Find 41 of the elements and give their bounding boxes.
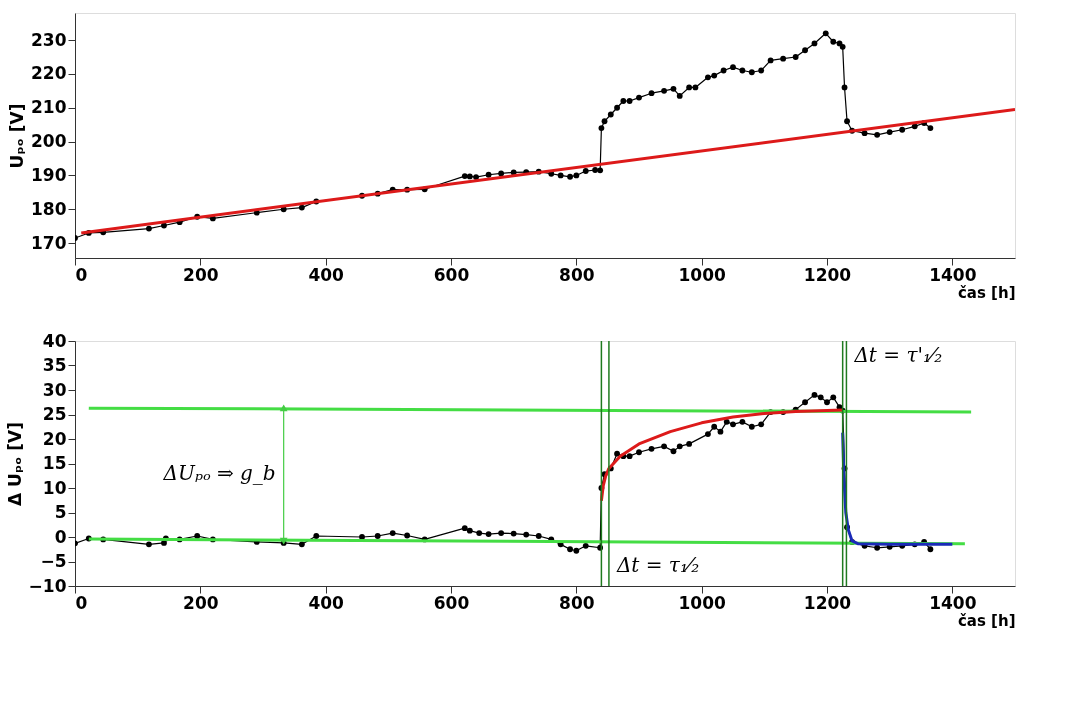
- x-axis-title: čas [h]: [957, 611, 1016, 630]
- y-tick-label: 40: [42, 330, 67, 351]
- y-tick-label: 210: [31, 97, 67, 118]
- x-tick-label: 1400: [929, 592, 977, 613]
- x-tick-label: 1400: [929, 264, 977, 285]
- x-tick-label: 800: [559, 592, 595, 613]
- y-tick-label: 5: [54, 502, 67, 522]
- y-tick-label: −5: [40, 551, 67, 571]
- x-tick-label: 400: [308, 592, 345, 613]
- annotation: Δt = τ'₁⁄₂: [853, 342, 943, 367]
- y-tick-label: 190: [31, 164, 67, 185]
- y-tick-label: 230: [31, 29, 67, 50]
- x-tick-label: 1000: [678, 264, 726, 285]
- x-tick-label: 800: [559, 264, 595, 285]
- x-tick-label: 600: [433, 592, 470, 613]
- y-tick-label: 180: [31, 198, 67, 219]
- y-tick-label: 35: [42, 355, 67, 375]
- x-tick-label: 200: [183, 592, 219, 613]
- x-tick-label: 1200: [803, 264, 852, 285]
- x-tick-label: 600: [433, 264, 470, 285]
- y-axis-title: Uₚₒ [V]: [7, 103, 28, 169]
- y-tick-label: 10: [42, 477, 67, 498]
- x-tick-label: 200: [183, 264, 219, 285]
- y-tick-label: 15: [42, 453, 67, 473]
- x-axis-title: čas [h]: [957, 283, 1016, 302]
- y-tick-label: 0: [54, 526, 67, 547]
- y-axis-title: Δ Uₚₒ [V]: [4, 422, 25, 506]
- y-tick-label: 170: [31, 232, 67, 253]
- x-tick-label: 1200: [803, 592, 852, 613]
- y-tick-label: 220: [31, 63, 67, 84]
- x-tick-label: 1000: [678, 592, 726, 613]
- y-tick-label: 30: [42, 379, 67, 400]
- x-tick-label: 0: [75, 592, 88, 613]
- y-tick-label: −10: [28, 575, 67, 596]
- y-tick-label: 25: [42, 404, 67, 424]
- y-tick-label: 200: [31, 131, 67, 152]
- annotation: ΔUₚₒ ⇒ g_b: [162, 461, 276, 486]
- annotation: Δt = τ₁⁄₂: [615, 553, 700, 578]
- y-tick-label: 20: [42, 428, 67, 449]
- x-tick-label: 0: [75, 264, 88, 285]
- x-tick-label: 400: [308, 264, 345, 285]
